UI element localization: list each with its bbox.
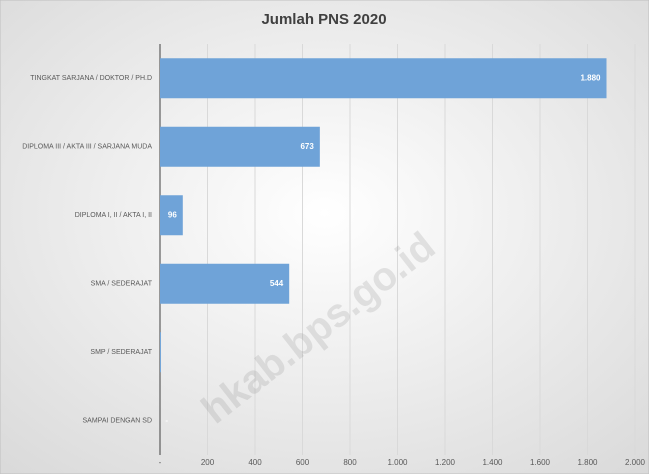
data-label: - [165, 416, 168, 425]
x-tick-label: 1.400 [482, 458, 503, 467]
bar [160, 126, 320, 167]
x-tick-label: - [159, 458, 162, 467]
y-tick-label: TINGKAT SARJANA / DOKTOR / PH.D [30, 75, 152, 82]
y-tick-label: DIPLOMA I, II / AKTA I, II [75, 212, 152, 219]
x-tick-label: 1.200 [435, 458, 456, 467]
x-tick-label: 400 [248, 458, 262, 467]
y-tick-label: SAMPAI DENGAN SD [83, 418, 153, 425]
x-tick-label: 1.800 [577, 458, 598, 467]
bar [160, 263, 290, 304]
data-label: 1.880 [580, 73, 601, 82]
bar [160, 195, 183, 236]
chart-title: Jumlah PNS 2020 [261, 11, 386, 28]
x-tick-label: 1.600 [530, 458, 551, 467]
y-tick-label: SMA / SEDERAJAT [91, 281, 153, 288]
x-tick-label: 800 [343, 458, 357, 467]
bar [160, 58, 607, 99]
y-tick-label: DIPLOMA III / AKTA III / SARJANA MUDA [22, 144, 152, 151]
x-tick-label: 1.000 [387, 458, 408, 467]
x-tick-label: 200 [201, 458, 215, 467]
data-label: 544 [270, 279, 284, 288]
x-tick-label: 600 [296, 458, 310, 467]
x-tick-label: 2.000 [625, 458, 646, 467]
y-tick-label: SMP / SEDERAJAT [90, 349, 152, 356]
data-label: 673 [300, 142, 314, 151]
data-label: 96 [168, 210, 177, 219]
bar [160, 332, 161, 373]
